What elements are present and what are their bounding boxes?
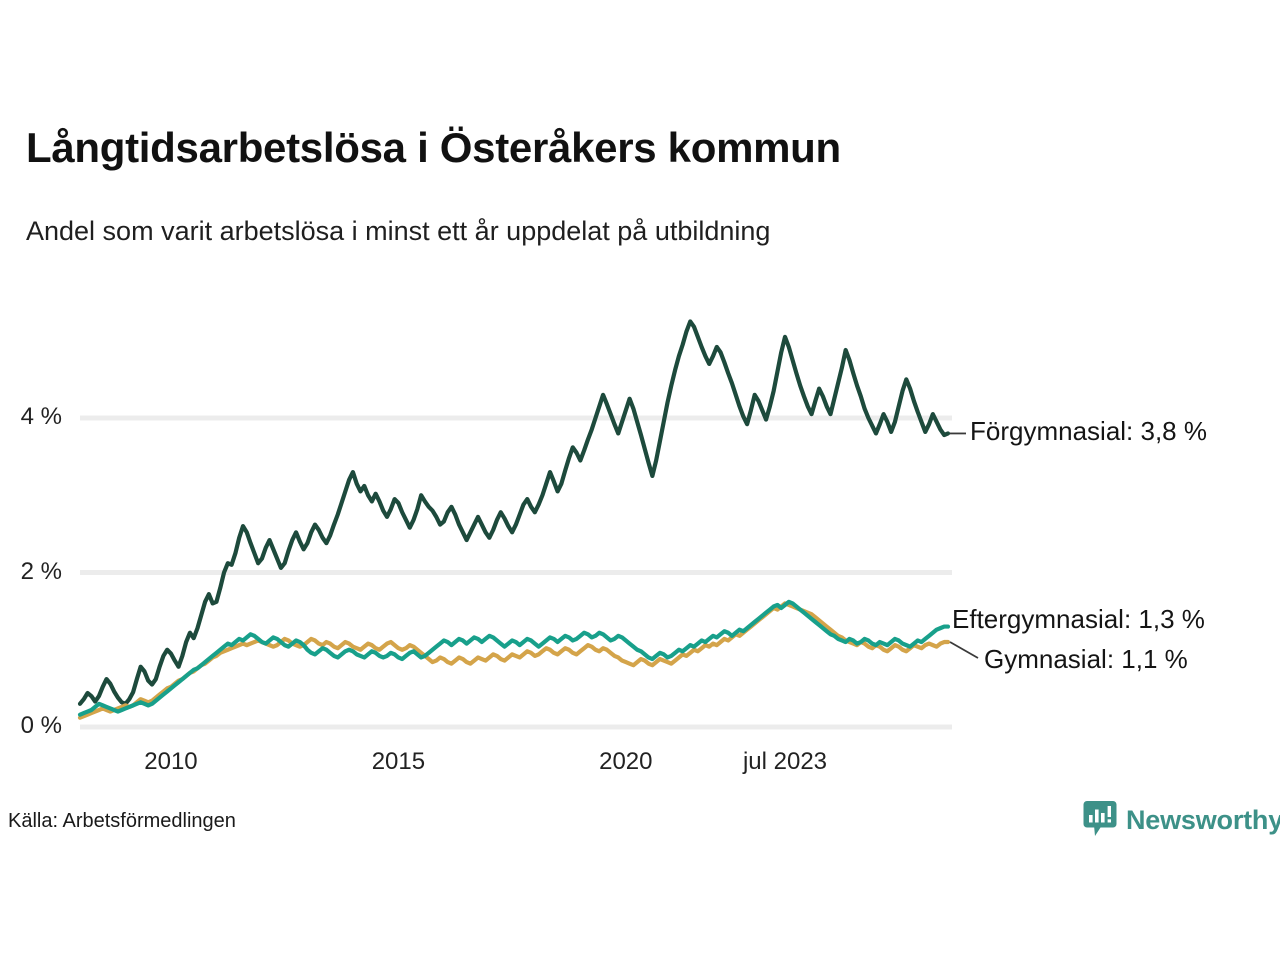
series-label-forgymnasial: Förgymnasial: 3,8 % [970, 416, 1207, 447]
chart-subtitle: Andel som varit arbetslösa i minst ett å… [26, 216, 771, 246]
x-axis-tick-2020: 2020 [599, 748, 653, 775]
series-line-förgymnasial [77, 319, 951, 706]
series-label-eftergymnasial: Eftergymnasial: 1,3 % [952, 603, 1205, 634]
x-axis-tick-jul-2023: jul 2023 [742, 748, 828, 775]
page-title: Långtidsarbetslösa i Österåkers kommun [26, 124, 841, 171]
x-axis-tick-2015: 2015 [371, 748, 426, 775]
series-line-eftergymnasial [77, 599, 951, 717]
x-axis-tick-2010: 2010 [144, 748, 198, 775]
y-axis-tick-0: 0 % [20, 712, 62, 739]
leader-line-gymnasial [949, 641, 979, 659]
bar-chart-bubble-icon [1083, 801, 1117, 836]
y-axis-tick-1: 2 % [20, 557, 62, 585]
source-note: Källa: Arbetsförmedlingen [8, 810, 236, 832]
brand-name: Newsworthy [1126, 804, 1280, 835]
series-label-gymnasial: Gymnasial: 1,1 % [984, 644, 1188, 675]
y-axis-tick-2: 4 % [20, 403, 62, 430]
newsworthy-logo: Newsworthy [1083, 800, 1280, 840]
